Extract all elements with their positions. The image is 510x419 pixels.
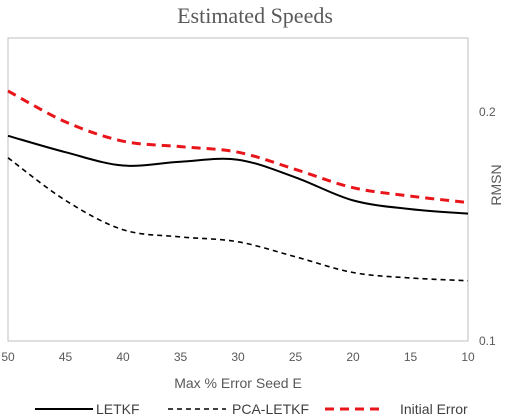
series-line-pca-letkf bbox=[7, 157, 469, 282]
legend-label-initial-error: Initial Error bbox=[400, 401, 468, 417]
y-tick-label: 0.2 bbox=[479, 105, 496, 119]
y-axis-label: RMSN bbox=[488, 164, 504, 205]
x-tick-label: 25 bbox=[289, 350, 303, 364]
y-tick-label: 0.1 bbox=[479, 334, 496, 348]
series-line-initial-error bbox=[7, 89, 469, 204]
x-tick-label: 50 bbox=[1, 350, 15, 364]
x-tick-label: 10 bbox=[461, 350, 475, 364]
legend-label-pca-letkf: PCA-LETKF bbox=[232, 401, 309, 417]
series-layer bbox=[7, 89, 469, 282]
series-line-letkf bbox=[7, 134, 469, 215]
legend: LETKF PCA-LETKF Initial Error bbox=[35, 401, 468, 417]
y-tick-labels: 0.1 0.2 bbox=[479, 105, 496, 348]
x-tick-label: 45 bbox=[59, 350, 73, 364]
x-tick-label: 35 bbox=[174, 350, 188, 364]
x-tick-label: 30 bbox=[231, 350, 245, 364]
x-tick-label: 15 bbox=[404, 350, 418, 364]
chart-title: Estimated Speeds bbox=[177, 3, 333, 28]
plot-frame bbox=[7, 37, 469, 342]
x-axis-label: Max % Error Seed E bbox=[174, 375, 302, 391]
legend-label-letkf: LETKF bbox=[96, 401, 140, 417]
x-tick-label: 20 bbox=[346, 350, 360, 364]
x-tick-labels: 50 45 40 35 30 25 20 15 10 bbox=[1, 350, 475, 364]
x-tick-label: 40 bbox=[116, 350, 130, 364]
